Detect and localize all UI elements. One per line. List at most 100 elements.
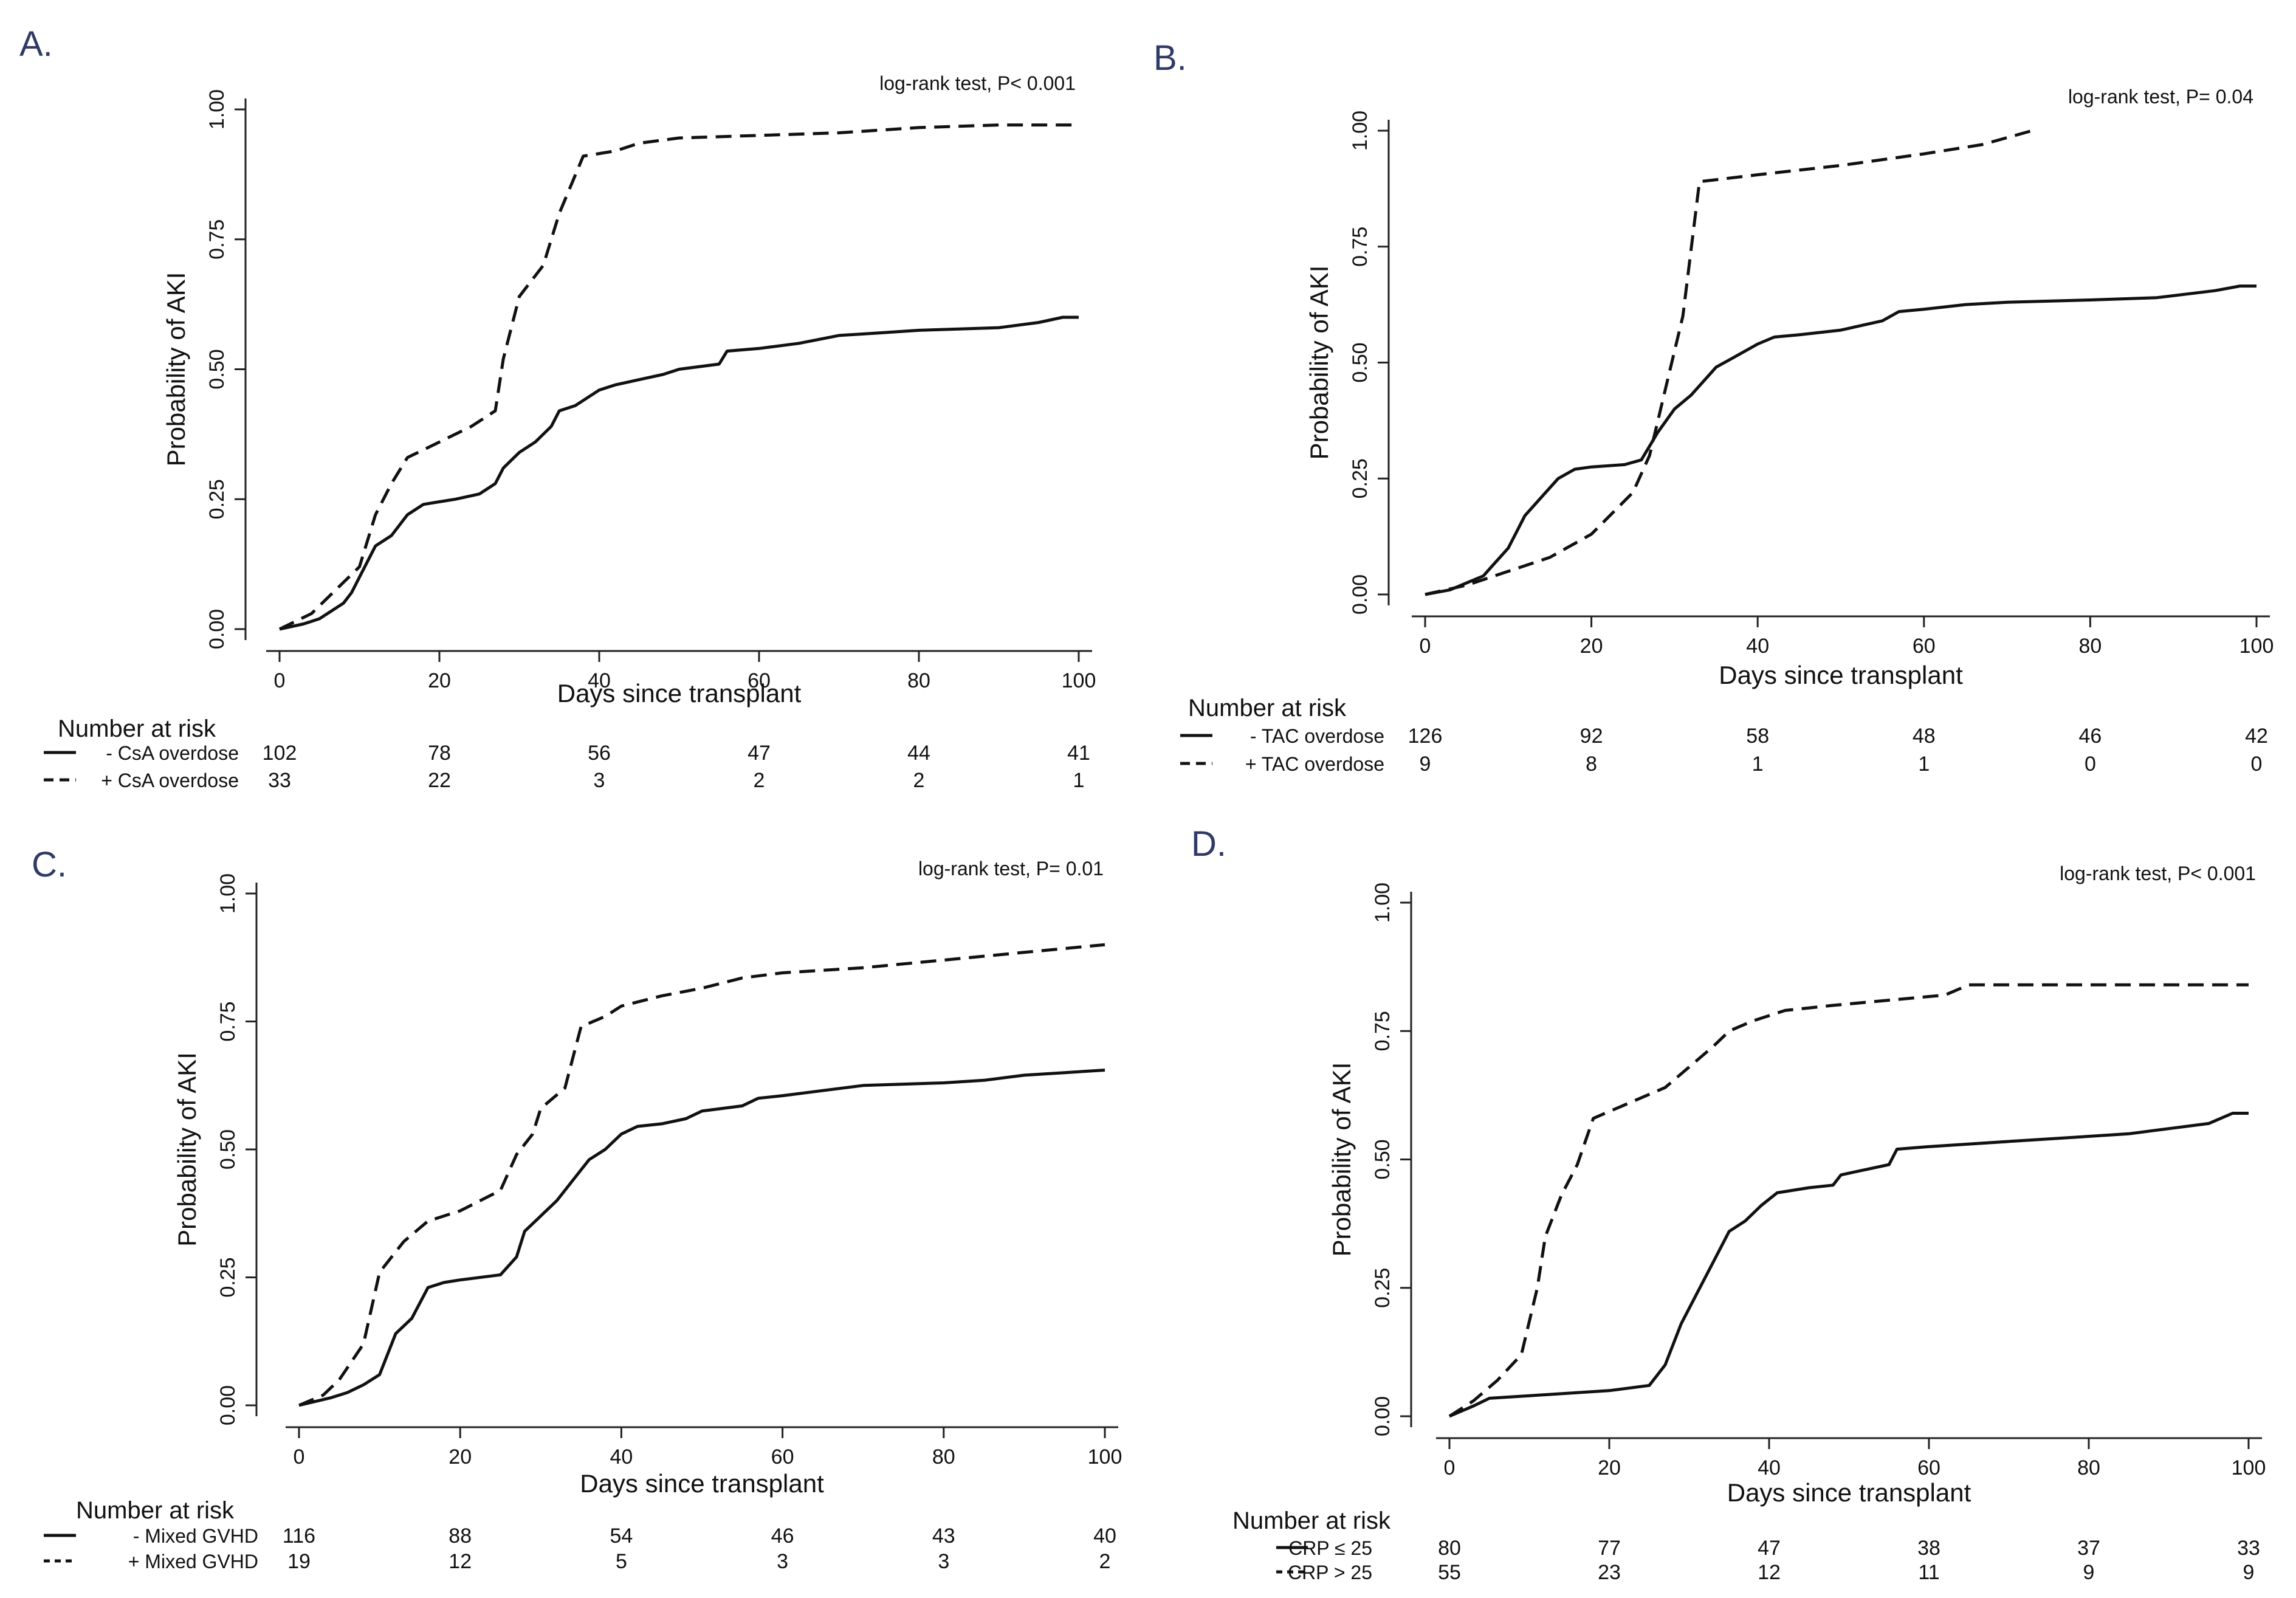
x-tick-label: 60	[1913, 635, 1936, 658]
y-tick-label: 1.00	[216, 873, 239, 914]
risk-count: 37	[2077, 1537, 2100, 1560]
risk-table-title: Number at risk	[76, 1497, 235, 1524]
x-tick-label: 20	[1580, 635, 1603, 658]
panel-c: C. log-rank test, P= 0.01 0.00 0.25 0.50 0.75…	[32, 845, 1122, 1573]
y-tick-label: 0.00	[1349, 574, 1372, 615]
x-tick-label: 40	[588, 669, 611, 692]
x-tick-label: 20	[449, 1445, 472, 1469]
risk-count: 12	[449, 1550, 472, 1573]
y-tick-label: 0.25	[216, 1257, 239, 1297]
panel-letter: B.	[1153, 38, 1187, 78]
x-tick-label: 20	[428, 669, 451, 692]
risk-row-label: + Mixed GVHD	[128, 1551, 258, 1572]
series-line-solid	[1449, 1112, 2249, 1418]
risk-table-title: Number at risk	[1188, 695, 1347, 722]
risk-row-label: CRP ≤ 25	[1288, 1537, 1372, 1559]
y-tick-label: 0.50	[1349, 342, 1372, 382]
y-tick-label: 0.75	[1371, 1011, 1394, 1051]
risk-table-title: Number at risk	[58, 715, 216, 742]
x-tick-label: 60	[748, 669, 771, 692]
risk-count: 126	[1408, 725, 1443, 748]
risk-count: 22	[428, 769, 451, 792]
x-tick-label: 0	[294, 1445, 305, 1469]
x-tick-label: 40	[1746, 635, 1769, 658]
risk-row-label: + CsA overdose	[101, 770, 239, 791]
risk-count: 9	[1420, 753, 1431, 776]
risk-count: 56	[588, 742, 611, 765]
risk-count: 3	[938, 1550, 949, 1573]
x-tick-label: 80	[2078, 635, 2102, 658]
risk-row-label: CRP > 25	[1288, 1562, 1372, 1583]
logrank-annotation: log-rank test, P= 0.04	[2068, 86, 2253, 108]
series-line-solid	[279, 315, 1079, 631]
risk-count: 9	[2243, 1561, 2255, 1584]
x-tick-label: 100	[2232, 1456, 2266, 1479]
y-tick-label: 0.50	[1371, 1139, 1394, 1179]
risk-count: 40	[1093, 1524, 1116, 1548]
x-tick-label: 0	[1444, 1456, 1456, 1479]
series-line-dashed	[1425, 129, 2033, 596]
risk-row-label: - Mixed GVHD	[133, 1525, 258, 1547]
series-line-dashed	[298, 943, 1105, 1407]
logrank-annotation: log-rank test, P< 0.001	[879, 72, 1076, 94]
risk-count: 41	[1067, 742, 1090, 765]
x-tick-label: 80	[2077, 1456, 2100, 1479]
x-tick-label: 100	[1088, 1445, 1122, 1469]
x-axis-label: Days since transplant	[1719, 661, 1963, 689]
x-tick-label: 100	[2239, 635, 2274, 658]
risk-count: 3	[777, 1550, 788, 1573]
risk-count: 0	[2085, 753, 2096, 776]
risk-count: 12	[1758, 1561, 1781, 1584]
risk-count: 116	[283, 1524, 315, 1548]
y-tick-label: 1.00	[1371, 883, 1394, 923]
risk-count: 1	[1918, 753, 1930, 776]
risk-count: 3	[594, 769, 605, 792]
risk-count: 23	[1598, 1561, 1621, 1584]
y-tick-label: 0.00	[205, 609, 229, 649]
risk-count: 19	[287, 1550, 311, 1573]
panel-d: D. log-rank test, P< 0.001 0.00 0.25 0.50 0.7…	[1191, 824, 2266, 1584]
y-tick-label: 0.25	[1349, 458, 1372, 498]
panel-b: B. log-rank test, P= 0.04 0.00 0.25 0.50 0.75…	[1153, 38, 2274, 776]
risk-count: 92	[1580, 725, 1603, 748]
x-axis-label: Days since transplant	[580, 1469, 824, 1498]
risk-count: 80	[1438, 1537, 1461, 1560]
risk-count: 9	[2083, 1561, 2095, 1584]
x-tick-label: 20	[1598, 1456, 1621, 1479]
y-tick-label: 0.00	[216, 1385, 239, 1425]
y-axis-label: Probability of AKI	[1327, 1062, 1356, 1257]
y-axis-label: Probability of AKI	[1305, 266, 1333, 460]
panel-letter: D.	[1191, 824, 1226, 864]
risk-count: 33	[2237, 1537, 2260, 1560]
panel-a: A. log-rank test, P< 0.001 0.00 0.25 0.50 0.7…	[19, 24, 1096, 792]
risk-count: 54	[610, 1524, 633, 1548]
logrank-annotation: log-rank test, P< 0.001	[2060, 863, 2256, 884]
x-tick-label: 100	[1062, 669, 1096, 692]
panel-letter: A.	[19, 24, 53, 64]
y-tick-label: 0.75	[205, 219, 229, 260]
x-tick-label: 0	[274, 669, 286, 692]
risk-count: 2	[754, 769, 765, 792]
risk-count: 1	[1752, 753, 1764, 776]
risk-count: 47	[1758, 1537, 1781, 1560]
risk-count: 5	[616, 1550, 627, 1573]
risk-count: 11	[1918, 1561, 1939, 1584]
y-tick-label: 1.00	[205, 89, 229, 129]
risk-count: 46	[771, 1524, 794, 1548]
y-tick-label: 0.50	[216, 1129, 239, 1169]
risk-count: 8	[1586, 753, 1597, 776]
x-axis-label: Days since transplant	[557, 679, 802, 708]
y-tick-label: 0.00	[1371, 1396, 1394, 1436]
risk-count: 2	[1099, 1550, 1111, 1573]
risk-row-label: - CsA overdose	[106, 742, 239, 764]
logrank-annotation: log-rank test, P= 0.01	[918, 858, 1104, 880]
panel-letter: C.	[32, 845, 67, 884]
series-line-solid	[298, 1069, 1105, 1407]
risk-count: 77	[1598, 1537, 1621, 1560]
risk-count: 43	[932, 1524, 955, 1548]
y-axis-label: Probability of AKI	[162, 272, 190, 467]
x-tick-label: 80	[907, 669, 930, 692]
risk-count: 55	[1438, 1561, 1461, 1584]
y-axis-label: Probability of AKI	[173, 1052, 201, 1247]
